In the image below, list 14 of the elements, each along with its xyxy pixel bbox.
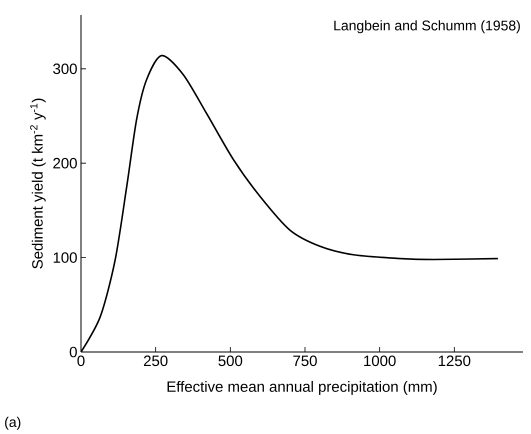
x-tick-label: 500 <box>218 356 242 366</box>
y-tick-label: 100 <box>54 252 77 263</box>
x-tick-label: 250 <box>144 356 168 366</box>
text: (a) <box>5 416 20 430</box>
x-axis-title: Effective mean annual precipitation (mm) <box>168 380 437 395</box>
y-tick-label: 200 <box>53 158 77 168</box>
x-tick-label: 1000 <box>364 356 396 366</box>
y-tick-label: 0 <box>70 346 77 358</box>
y-axis-title: Sediment yield (t km$^{-2}$ y$^{-1}$) <box>30 98 46 269</box>
x-tick-label: 0 <box>77 356 85 366</box>
x-tick-label: 1250 <box>438 356 470 366</box>
y-tick-label: 300 <box>53 64 77 74</box>
x-tick-label: 750 <box>293 356 317 366</box>
annotation: Langbein and Schumm (1958) <box>334 20 520 34</box>
